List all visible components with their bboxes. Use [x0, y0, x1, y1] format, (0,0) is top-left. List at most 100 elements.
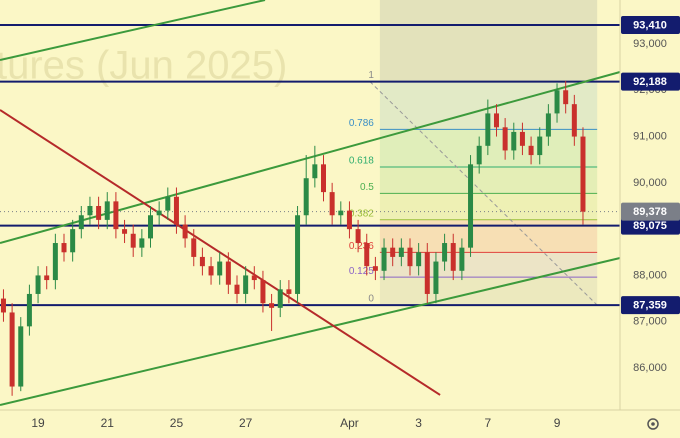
fib-zone: [379, 166, 598, 194]
y-tick-label: 90,000: [633, 177, 667, 189]
candle-body: [468, 164, 474, 248]
candle-body: [18, 326, 24, 387]
candle-body: [286, 289, 292, 294]
candle-body: [173, 196, 179, 225]
fib-label: 0.382: [349, 208, 374, 219]
candle-body: [519, 131, 525, 146]
candle-body: [9, 312, 15, 387]
candle-body: [407, 247, 413, 267]
candle-body: [87, 205, 93, 216]
candle-body: [139, 238, 145, 248]
fib-top-zone: [379, 0, 598, 82]
level-label: 89,075: [633, 220, 667, 232]
candle-body: [70, 229, 76, 253]
candle-body: [113, 201, 119, 230]
plot-area: 1 0.786 0.618 0.5 0.382 0.236 0.125 0: [0, 0, 621, 406]
x-tick-label: 21: [101, 416, 115, 430]
y-tick-label: 86,000: [633, 362, 667, 374]
level-badge: [621, 216, 680, 235]
fib-zone: [379, 277, 598, 306]
candle-body: [295, 215, 301, 294]
settings-icon[interactable]: [647, 418, 659, 430]
fib-label: 0: [368, 294, 374, 305]
candle-body: [372, 266, 378, 271]
candle-body: [243, 275, 249, 294]
level-label: 93,410: [633, 19, 667, 31]
candle-body: [269, 303, 275, 308]
candle-body: [191, 238, 197, 257]
candle-body: [502, 127, 508, 151]
candle-body: [199, 256, 205, 267]
x-tick-label: 27: [239, 416, 253, 430]
candle-body: [459, 247, 465, 271]
last-price-label: 89,378: [633, 206, 667, 218]
candle-body: [303, 178, 309, 216]
gear[interactable]: [647, 418, 659, 430]
candle-body: [545, 113, 551, 137]
candle-body: [0, 298, 6, 313]
fib-label: 0.786: [349, 118, 374, 129]
candle-body: [450, 243, 456, 271]
trendline: [0, 0, 266, 61]
fib-label: 0.5: [360, 182, 374, 193]
x-tick-label: 9: [554, 416, 561, 430]
fib-zone: [379, 252, 598, 278]
candle-body: [277, 289, 283, 308]
candle-body: [554, 90, 560, 114]
candle-body: [156, 210, 162, 216]
candle-body: [390, 247, 396, 257]
candle-body: [52, 243, 58, 281]
candle-body: [225, 261, 231, 285]
y-tick-label: 88,000: [633, 269, 667, 281]
candle-body: [26, 293, 32, 327]
candle-body: [104, 201, 110, 220]
candle-body: [433, 261, 439, 294]
candle-body: [260, 280, 266, 304]
last-price-badge: [621, 202, 680, 221]
candle-body: [563, 90, 569, 105]
x-tick-label: 25: [170, 416, 184, 430]
candle-body: [217, 261, 223, 276]
fib-label: 0.125: [349, 266, 374, 277]
candle-body: [580, 136, 586, 212]
fib-label: 1: [368, 70, 374, 81]
y-tick-label: 91,000: [633, 130, 667, 142]
x-tick-label: 7: [484, 416, 491, 430]
candle-body: [329, 192, 335, 216]
candle-body: [96, 205, 102, 220]
gear-center[interactable]: [651, 422, 655, 426]
candle-body: [312, 164, 318, 179]
candle-body: [122, 229, 128, 234]
candle-body: [208, 266, 214, 276]
fib-zone: [379, 193, 598, 220]
level-label: 92,188: [633, 76, 667, 88]
candle-body: [571, 104, 577, 137]
candle-body: [182, 224, 188, 239]
x-tick-label: 19: [31, 416, 45, 430]
watermark: tures (Jun 2025): [0, 44, 287, 88]
trendline: [0, 257, 621, 406]
candle-body: [511, 131, 517, 151]
candle-body: [61, 243, 67, 253]
fib-label: 0.236: [349, 241, 374, 252]
level-badge: [621, 72, 680, 91]
y-tick-label: 93,000: [633, 38, 667, 50]
candle-body: [537, 136, 543, 156]
candle-body: [251, 275, 257, 281]
fib-zone: [379, 219, 598, 253]
candle-body: [493, 113, 499, 128]
candle-body: [398, 247, 404, 257]
candle-body: [476, 145, 482, 165]
level-badge: [621, 15, 680, 34]
level-badge: [621, 296, 680, 315]
candle-body: [320, 164, 326, 193]
y-tick-label: 87,000: [633, 316, 667, 328]
candle-body: [148, 215, 154, 239]
candle-body: [381, 247, 387, 271]
candle-body: [485, 113, 491, 146]
candle-body: [35, 275, 41, 294]
x-tick-label: Apr: [340, 416, 359, 430]
trendline: [0, 71, 621, 244]
candle-body: [364, 243, 370, 267]
candle-body: [44, 275, 50, 281]
